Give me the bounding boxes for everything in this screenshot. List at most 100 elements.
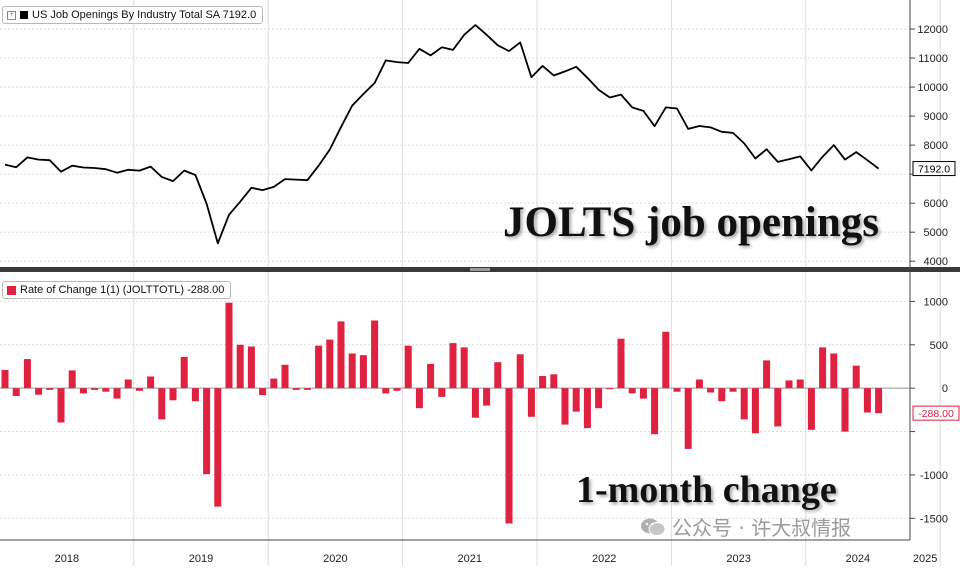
- change-bar: [471, 388, 479, 418]
- change-bar: [639, 388, 647, 399]
- change-bar: [606, 388, 614, 390]
- change-bar: [91, 388, 99, 390]
- change-bar: [303, 388, 311, 390]
- change-bar: [830, 353, 838, 389]
- change-bar: [561, 388, 569, 425]
- change-bar: [113, 388, 121, 399]
- change-bar: [516, 354, 524, 389]
- bottom-panel-title: 1-month change: [576, 469, 837, 511]
- change-bar: [494, 362, 502, 389]
- change-bar: [203, 388, 211, 475]
- x-tick-label: 2025: [913, 553, 937, 565]
- change-bar: [539, 376, 547, 389]
- bottom-y-tick-label: 0: [942, 383, 948, 395]
- change-bar: [135, 388, 143, 391]
- change-bar: [673, 388, 681, 392]
- bottom-legend[interactable]: Rate of Change 1(1) (JOLTTOTL) -288.00: [2, 281, 232, 299]
- x-tick-label: 2020: [323, 553, 347, 565]
- change-bar: [449, 343, 457, 389]
- bottom-y-tick-label: -1000: [920, 470, 948, 482]
- change-bar: [158, 388, 166, 420]
- change-bar: [651, 388, 659, 435]
- change-bar: [359, 355, 367, 389]
- top-y-tick-label: 6000: [924, 198, 948, 210]
- change-bar: [785, 380, 793, 389]
- change-bar: [326, 339, 334, 389]
- x-tick-label: 2019: [189, 553, 213, 565]
- top-last-value-text: 7192.0: [918, 164, 950, 176]
- change-bar: [583, 388, 591, 429]
- top-last-value-tag: [912, 161, 956, 177]
- change-bar: [180, 356, 188, 389]
- change-bar: [427, 363, 435, 389]
- x-tick-label: 2023: [726, 553, 750, 565]
- change-bar: [214, 388, 222, 507]
- change-bar: [863, 388, 871, 413]
- change-bar: [102, 388, 110, 392]
- top-y-tick-label: 12000: [917, 24, 948, 36]
- change-bar: [695, 379, 703, 389]
- x-tick-label: 2022: [592, 553, 616, 565]
- change-bar: [807, 388, 815, 430]
- change-bar: [147, 376, 155, 389]
- top-y-tick-label: 9000: [924, 111, 948, 123]
- bottom-last-value-text: -288.00: [918, 408, 954, 420]
- change-bar: [348, 353, 356, 389]
- x-tick-label: 2021: [458, 553, 482, 565]
- bottom-last-value-tag: [912, 405, 960, 421]
- change-bar: [460, 347, 468, 389]
- change-bar: [191, 388, 199, 402]
- change-bar: [393, 388, 401, 391]
- top-legend[interactable]: + US Job Openings By Industry Total SA 7…: [2, 6, 264, 24]
- change-bar: [718, 388, 726, 402]
- change-bar: [841, 388, 849, 432]
- change-bar: [68, 370, 76, 389]
- change-bar: [225, 302, 233, 389]
- wechat-icon: [640, 517, 666, 537]
- change-bar: [57, 388, 65, 423]
- change-bar: [483, 388, 491, 406]
- top-panel-title: JOLTS job openings: [503, 199, 880, 246]
- change-bar: [382, 388, 390, 394]
- panel-splitter-handle: [470, 268, 490, 271]
- change-bar: [617, 338, 625, 389]
- top-y-tick-label: 8000: [924, 140, 948, 152]
- change-bar: [35, 388, 43, 395]
- change-bar: [796, 379, 804, 389]
- change-bar: [169, 388, 177, 401]
- change-bar: [684, 388, 692, 449]
- top-y-tick-label: 10000: [917, 82, 948, 94]
- change-bar: [404, 345, 412, 389]
- change-bar: [236, 344, 244, 389]
- change-bar: [337, 321, 345, 389]
- change-bar: [572, 388, 580, 412]
- legend-bar-swatch: [7, 285, 16, 295]
- change-bar: [1, 370, 9, 389]
- x-tick-label: 2024: [846, 553, 870, 565]
- change-bar: [315, 345, 323, 389]
- bottom-legend-label: Rate of Change 1(1) (JOLTTOTL) -288.00: [20, 284, 225, 296]
- change-bar: [729, 388, 737, 392]
- legend-toggle-icon[interactable]: +: [7, 10, 16, 20]
- watermark: 公众号 · 许大叔情报: [640, 512, 851, 541]
- job-openings-line: [4, 24, 880, 245]
- change-bar: [774, 388, 782, 427]
- change-bar: [270, 378, 278, 389]
- change-bar: [875, 388, 883, 414]
- change-bar: [527, 388, 535, 417]
- change-bar: [505, 388, 513, 524]
- change-bar: [79, 388, 87, 394]
- change-bar: [628, 388, 636, 394]
- bottom-y-tick-label: 500: [930, 340, 948, 352]
- change-bar: [438, 388, 446, 397]
- top-y-tick-label: 11000: [918, 53, 948, 65]
- change-bar: [371, 320, 379, 389]
- change-bar: [259, 388, 267, 396]
- change-bar: [662, 331, 670, 389]
- top-y-tick-label: 5000: [924, 227, 948, 239]
- watermark-text: 公众号 · 许大叔情报: [672, 516, 852, 540]
- change-bar: [12, 388, 20, 396]
- change-bar: [819, 347, 827, 389]
- change-bar: [740, 388, 748, 420]
- change-bar: [46, 388, 54, 390]
